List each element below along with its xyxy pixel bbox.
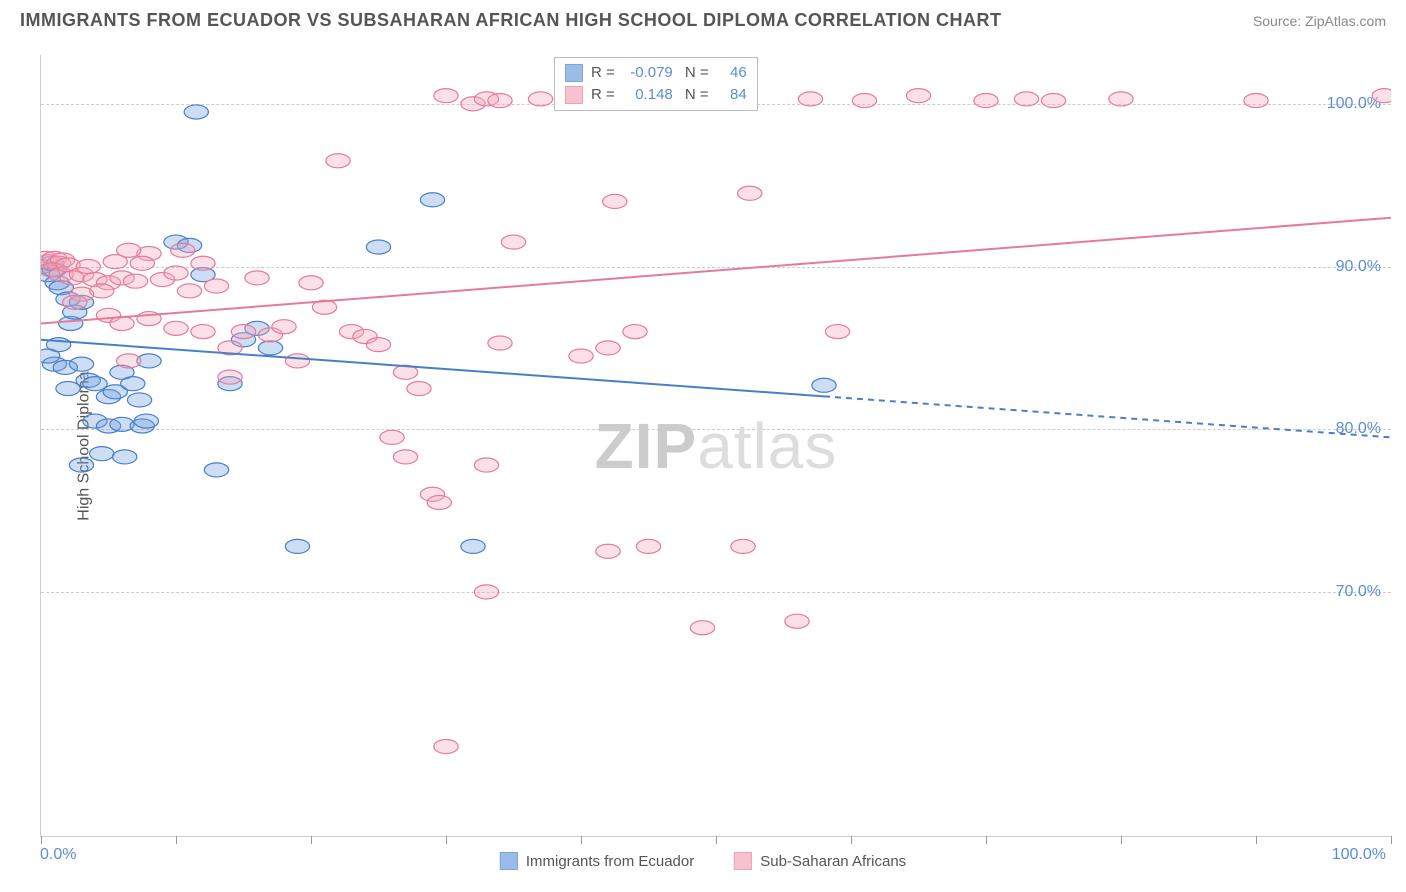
legend-item: Immigrants from Ecuador: [500, 852, 694, 870]
x-tick: [446, 836, 447, 844]
scatter-plot-svg: [41, 55, 1391, 836]
n-label: N =: [681, 84, 709, 106]
legend-swatch: [500, 852, 518, 870]
legend-swatch: [734, 852, 752, 870]
x-axis-min-label: 0.0%: [40, 846, 76, 864]
legend-label: Immigrants from Ecuador: [526, 853, 694, 870]
x-tick: [581, 836, 582, 844]
x-tick: [851, 836, 852, 844]
legend-swatch: [565, 86, 583, 104]
x-tick: [986, 836, 987, 844]
x-tick: [1256, 836, 1257, 844]
r-label: R =: [591, 62, 615, 84]
chart-title: IMMIGRANTS FROM ECUADOR VS SUBSAHARAN AF…: [20, 10, 1001, 31]
r-value: 0.148: [623, 84, 673, 106]
x-tick: [1121, 836, 1122, 844]
x-tick: [311, 836, 312, 844]
series-legend: Immigrants from Ecuador Sub-Saharan Afric…: [500, 852, 906, 870]
legend-row: R = -0.079 N = 46: [565, 62, 747, 84]
legend-row: R = 0.148 N = 84: [565, 84, 747, 106]
legend-swatch: [565, 64, 583, 82]
x-tick: [716, 836, 717, 844]
r-label: R =: [591, 84, 615, 106]
r-value: -0.079: [623, 62, 673, 84]
x-tick: [1391, 836, 1392, 844]
legend-label: Sub-Saharan Africans: [760, 853, 906, 870]
source-attribution: Source: ZipAtlas.com: [1253, 13, 1386, 29]
n-value: 46: [717, 62, 747, 84]
legend-item: Sub-Saharan Africans: [734, 852, 906, 870]
n-value: 84: [717, 84, 747, 106]
n-label: N =: [681, 62, 709, 84]
correlation-legend: R = -0.079 N = 46 R = 0.148 N = 84: [554, 57, 758, 111]
chart-plot-area: ZIPatlas R = -0.079 N = 46 R = 0.148 N =…: [40, 55, 1391, 837]
x-axis-max-label: 100.0%: [1332, 846, 1386, 864]
x-tick: [176, 836, 177, 844]
x-tick: [41, 836, 42, 844]
